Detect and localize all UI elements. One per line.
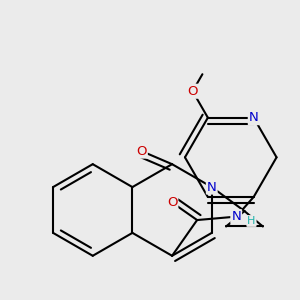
Text: O: O [136, 145, 147, 158]
Text: H: H [247, 216, 256, 226]
Text: O: O [167, 196, 177, 209]
Text: N: N [231, 210, 241, 223]
Text: O: O [187, 85, 198, 98]
Text: N: N [207, 181, 217, 194]
Text: N: N [249, 111, 259, 124]
